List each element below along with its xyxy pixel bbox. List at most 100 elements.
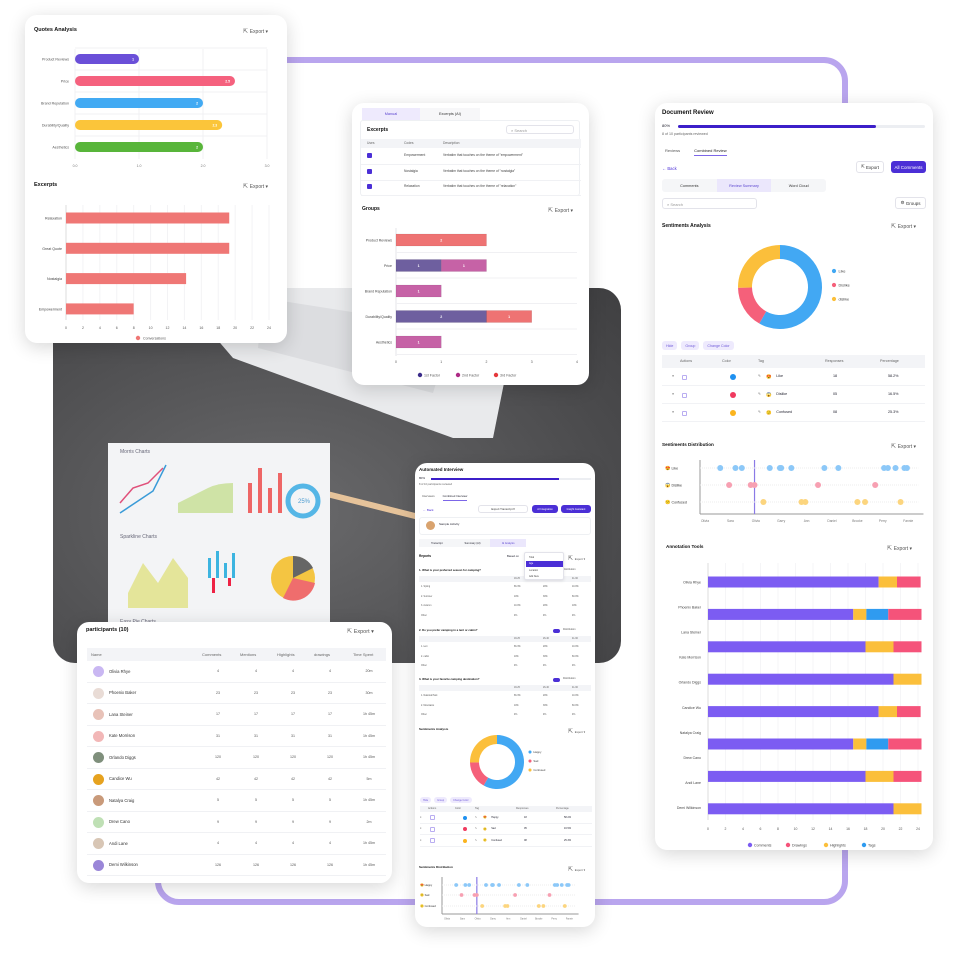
x-tick-label: Daniel (827, 519, 836, 523)
back-link[interactable]: ← Back (423, 508, 434, 512)
dropdown-option[interactable]: Age (526, 560, 563, 567)
color-swatch[interactable] (463, 827, 467, 832)
x-tick-label: 2 (82, 326, 84, 330)
distribution-toggle[interactable] (553, 677, 560, 682)
emoji-icon: 😱 (665, 482, 671, 488)
group-button[interactable]: Group (434, 797, 448, 803)
segment-review-summary[interactable]: Review Summary (716, 179, 772, 192)
sparkline-area-mark (128, 558, 188, 608)
back-label: Back (667, 166, 677, 171)
avatar (93, 773, 104, 785)
drag-handle-icon[interactable]: ≡ (420, 815, 422, 819)
x-tick-label: 24 (916, 827, 920, 831)
drag-handle-icon[interactable]: ≡ (420, 838, 422, 842)
groups-label: Groups (905, 200, 921, 206)
table-row: ≡ ✎ 😟 Sad 05 16.5% (420, 824, 592, 835)
export-button[interactable]: Export (347, 628, 374, 635)
export-button[interactable]: Export (887, 545, 912, 552)
table-row: Lana Steiner 17 17 17 17 1h 45m (87, 704, 386, 726)
color-swatch[interactable] (730, 374, 736, 380)
tab-manual[interactable]: Manual (362, 108, 420, 120)
change-color-button[interactable]: Change Color (450, 797, 472, 803)
tab-interviews[interactable]: Interviews (422, 494, 435, 498)
drag-handle-icon[interactable]: ≡ (672, 392, 675, 397)
edit-icon[interactable]: ✎ (758, 374, 762, 379)
data-point (566, 883, 571, 887)
export-transcript-select[interactable]: Export Transcript ▾ (478, 505, 528, 513)
change-color-button[interactable]: Change Color (703, 341, 734, 350)
participant-box: Sample Activity (419, 517, 591, 535)
segment-ai-analysis[interactable]: AI Analysis (490, 539, 527, 547)
edit-icon[interactable]: ✎ (475, 815, 478, 819)
comments-value: 9 (217, 819, 219, 824)
color-swatch[interactable] (730, 392, 736, 398)
dropdown-option[interactable]: Add New (529, 575, 539, 578)
bar-value-label: 1 (418, 289, 420, 293)
hide-button[interactable]: Hide (662, 341, 678, 350)
tag-name: Dislike (776, 392, 788, 397)
dropdown-option[interactable]: Location (529, 568, 539, 572)
uses-checkbox[interactable] (367, 168, 372, 174)
based-on-dropdown[interactable]: Total Age Location Add New (524, 552, 564, 580)
x-tick-label: Olivia (752, 519, 760, 523)
x-tick-label: 10 (794, 827, 798, 831)
segment-transcript[interactable]: Transcript (431, 541, 443, 545)
edit-icon[interactable]: ✎ (475, 838, 478, 842)
back-link[interactable]: ← Back (662, 166, 677, 171)
drawings-value: 120 (327, 755, 333, 759)
uses-checkbox[interactable] (367, 153, 372, 158)
export-button[interactable]: Export (891, 223, 916, 230)
edit-icon[interactable]: ✎ (475, 827, 478, 830)
groups-button[interactable]: ⚙ Groups (895, 197, 926, 209)
legend-marker (823, 842, 829, 848)
color-swatch[interactable] (730, 410, 736, 416)
dropdown-option[interactable]: Total (529, 555, 535, 559)
x-tick-label: Perry (879, 519, 887, 523)
drag-handle-icon[interactable]: ≡ (420, 827, 422, 830)
row-checkbox[interactable] (682, 410, 687, 416)
tab-combined-interview[interactable]: Combined Interview (442, 494, 468, 501)
tab-combined-review[interactable]: Combined Review (694, 148, 727, 156)
row-checkbox[interactable] (682, 374, 687, 380)
segment-word-cloud[interactable]: Word Cloud (788, 183, 809, 188)
export-button[interactable]: ⇱ Export (856, 161, 884, 173)
segment-summary--ai-[interactable]: Summary (AI) (464, 541, 481, 545)
drag-handle-icon[interactable]: ≡ (672, 410, 675, 415)
data-point (862, 499, 869, 505)
all-comments-button[interactable]: All Comments (891, 161, 926, 173)
drag-handle-icon[interactable]: ≡ (672, 374, 675, 379)
export-button[interactable]: Export (568, 728, 585, 735)
row-checkbox[interactable] (430, 838, 435, 844)
hide-button[interactable]: Hide (420, 797, 432, 803)
search-input[interactable]: ⌕ Search (662, 198, 757, 209)
export-label: Export (866, 164, 880, 170)
row-checkbox[interactable] (430, 826, 435, 832)
export-button[interactable]: Export (243, 183, 268, 190)
export-button[interactable]: Export (548, 207, 573, 214)
insight-assistant-button[interactable]: Insight Assistant (561, 505, 591, 513)
row-checkbox[interactable] (682, 392, 687, 398)
export-button[interactable]: Export (568, 866, 585, 873)
bar-value-label: 1 (418, 264, 420, 268)
segment-comments[interactable]: Comments (680, 183, 699, 188)
row-checkbox[interactable] (430, 815, 435, 821)
export-button[interactable]: Export (568, 555, 585, 562)
export-button[interactable]: Export (891, 443, 916, 450)
tab-reviews[interactable]: Reviews (665, 148, 681, 153)
x-tick-label: Olivia (444, 919, 451, 921)
search-input[interactable]: ⌕ Search (506, 125, 574, 134)
tab-excerpts-ai[interactable]: Excerpts (AI) (420, 108, 480, 120)
mentions-value: 126 (253, 862, 259, 867)
group-button[interactable]: Group (681, 341, 700, 350)
export-button[interactable]: Export (243, 28, 268, 35)
color-swatch[interactable] (463, 815, 467, 820)
x-tick-label: 12 (811, 827, 815, 831)
uses-checkbox[interactable] (367, 184, 372, 189)
distribution-toggle[interactable] (553, 628, 560, 633)
edit-icon[interactable]: ✎ (758, 392, 762, 397)
cell-value: 20% (543, 646, 548, 648)
color-swatch[interactable] (463, 838, 467, 843)
edit-icon[interactable]: ✎ (758, 410, 762, 415)
ai-integration-button[interactable]: AI Integration (532, 505, 558, 513)
